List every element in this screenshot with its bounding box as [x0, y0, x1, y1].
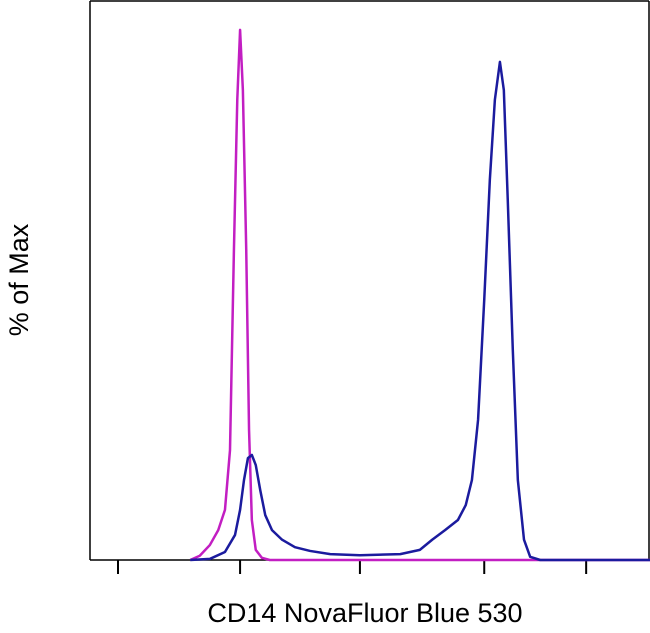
- x-axis-label: CD14 NovaFluor Blue 530: [207, 598, 522, 628]
- histogram-line: [190, 60, 650, 562]
- y-axis-label: % of Max: [4, 223, 34, 336]
- histogram-line: [189, 28, 650, 562]
